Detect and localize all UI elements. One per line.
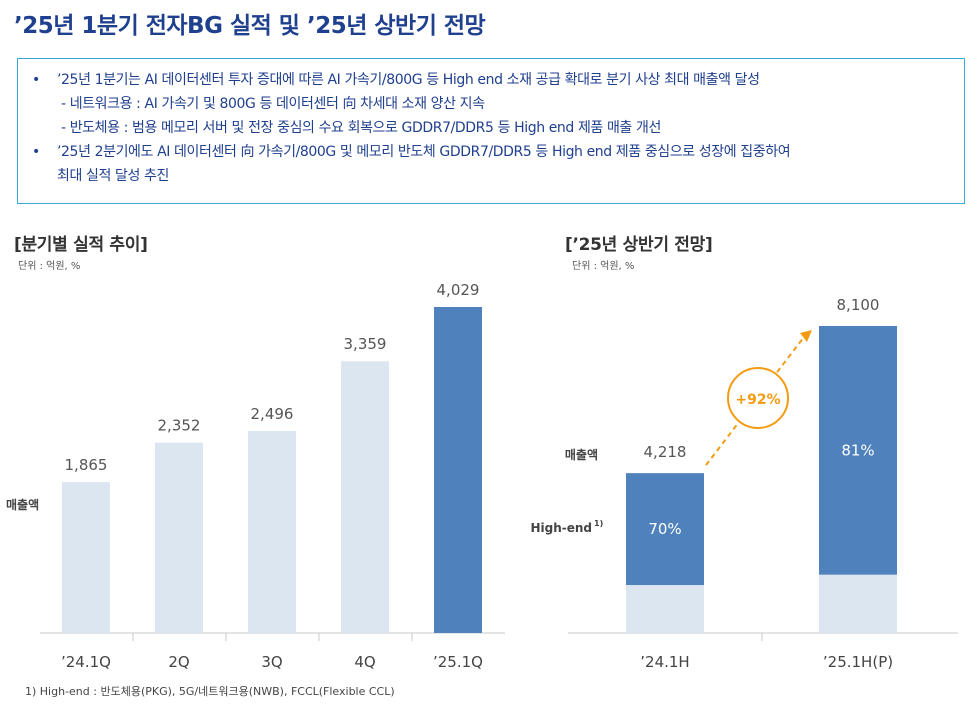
summary-line-1: ’25년 1분기는 AI 데이터센터 투자 증대에 따른 AI 가속기/800G… — [57, 72, 760, 88]
right-bar-high-end-2 — [819, 326, 897, 575]
left-row-label: 매출액 — [6, 497, 39, 512]
left-value-label-5: 4,029 — [437, 281, 480, 299]
left-unit-label: 단위 : 억원, % — [18, 261, 81, 272]
right-row-label-total: 매출액 — [565, 447, 598, 462]
left-bar-2 — [155, 442, 203, 633]
left-category-label-2: 2Q — [168, 653, 189, 671]
summary-cont: 최대 실적 달성 추진 — [57, 168, 169, 184]
right-chart-title: [’25년 상반기 전망] — [565, 235, 713, 255]
left-category-label-5: ’25.1Q — [433, 653, 483, 671]
summary-box: • ’25년 1분기는 AI 데이터센터 투자 증대에 따른 AI 가속기/800… — [17, 58, 965, 204]
left-bar-4 — [341, 361, 389, 633]
left-chart-title: [분기별 실적 추이] — [14, 235, 148, 255]
right-row-label-superscript: 1) — [594, 519, 603, 528]
right-bar-high-end-1 — [626, 473, 704, 586]
summary-bullet-1: • ’25년 1분기는 AI 데이터센터 투자 증대에 따른 AI 가속기/800… — [32, 72, 760, 88]
right-unit-label: 단위 : 억원, % — [572, 261, 635, 272]
summary-line-4: ’25년 2분기에도 AI 데이터센터 向 가속기/800G 및 메모리 반도체… — [57, 144, 791, 160]
right-category-label-2: ’25.1H(P) — [823, 653, 893, 671]
left-value-label-3: 2,496 — [251, 405, 294, 423]
right-row-label-high-end: High-end — [530, 521, 592, 535]
right-share-label-1: 70% — [648, 520, 681, 538]
left-bar-5 — [434, 307, 482, 633]
right-bar-other-2 — [819, 574, 897, 633]
right-total-label-2: 8,100 — [837, 296, 880, 314]
right-category-label-1: ’24.1H — [640, 653, 689, 671]
left-category-label-3: 3Q — [261, 653, 282, 671]
summary-sub-2: - 반도체용 : 범용 메모리 서버 및 전장 중심의 수요 회복으로 GDDR… — [61, 120, 661, 136]
left-value-label-4: 3,359 — [344, 335, 387, 353]
left-category-label-1: ’24.1Q — [61, 653, 111, 671]
footnote: 1) High-end : 반도체용(PKG), 5G/네트워크용(NWB), … — [25, 685, 395, 698]
left-bar-1 — [62, 482, 110, 633]
growth-arrow-head — [800, 330, 812, 342]
left-value-label-2: 2,352 — [158, 417, 201, 435]
left-value-label-1: 1,865 — [65, 456, 108, 474]
right-share-label-2: 81% — [841, 441, 874, 459]
growth-badge-label: +92% — [735, 392, 780, 408]
right-bar-other-1 — [626, 585, 704, 633]
left-bar-3 — [248, 431, 296, 633]
growth-badge-circle — [727, 367, 789, 429]
left-category-label-4: 4Q — [354, 653, 375, 671]
page-title: ’25년 1분기 전자BG 실적 및 ’25년 상반기 전망 — [14, 13, 486, 39]
summary-sub-1: - 네트워크용 : AI 가속기 및 800G 등 데이터센터 向 차세대 소재… — [61, 96, 485, 112]
right-total-label-1: 4,218 — [644, 443, 687, 461]
summary-bullet-2: • ’25년 2분기에도 AI 데이터센터 向 가속기/800G 및 메모리 반도… — [32, 144, 791, 160]
